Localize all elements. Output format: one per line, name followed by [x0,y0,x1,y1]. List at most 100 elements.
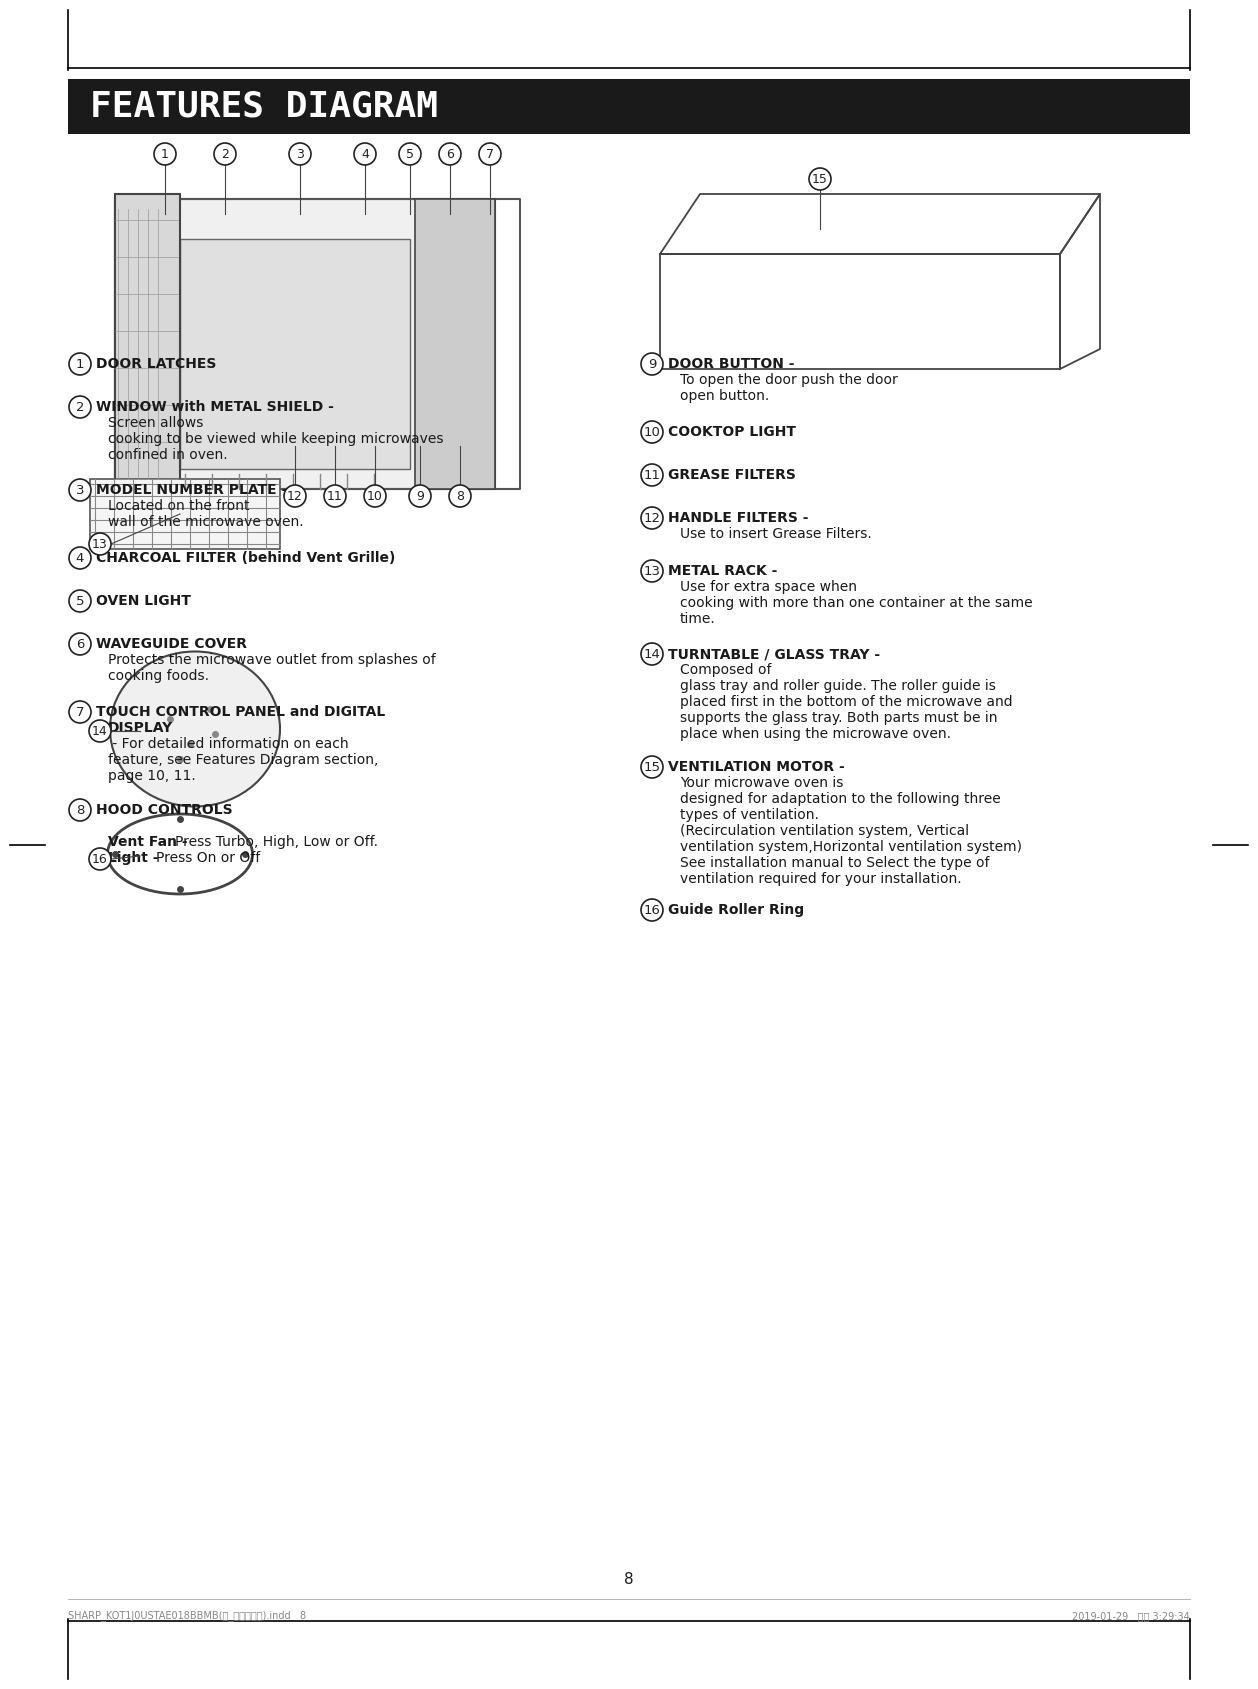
Text: 9: 9 [648,358,657,370]
Circle shape [353,144,376,166]
Text: 3: 3 [75,483,84,497]
Text: 6: 6 [75,637,84,650]
Text: 9: 9 [416,490,424,503]
Circle shape [642,464,663,486]
Text: WAVEGUIDE COVER: WAVEGUIDE COVER [96,637,247,650]
Circle shape [409,485,431,507]
Text: TOUCH CONTROL PANEL and DIGITAL: TOUCH CONTROL PANEL and DIGITAL [96,704,385,720]
Text: placed first in the bottom of the microwave and: placed first in the bottom of the microw… [681,694,1013,709]
Text: HANDLE FILTERS -: HANDLE FILTERS - [668,512,814,525]
Circle shape [214,144,237,166]
Circle shape [642,899,663,921]
Circle shape [89,848,111,870]
Text: Use to insert Grease Filters.: Use to insert Grease Filters. [681,527,872,540]
Text: 7: 7 [486,147,494,160]
Text: (Recirculation ventilation system, Vertical: (Recirculation ventilation system, Verti… [681,824,969,838]
Text: 8: 8 [75,804,84,816]
Text: 8: 8 [455,490,464,503]
Text: place when using the microwave oven.: place when using the microwave oven. [681,726,951,741]
Text: 3: 3 [296,147,304,160]
Circle shape [284,485,306,507]
Circle shape [642,353,663,375]
Text: WINDOW with METAL SHIELD -: WINDOW with METAL SHIELD - [96,400,338,414]
Text: feature, see Features Diagram section,: feature, see Features Diagram section, [108,753,379,767]
Text: 5: 5 [406,147,414,160]
Circle shape [69,353,91,375]
Text: 10: 10 [644,426,660,439]
Text: GREASE FILTERS: GREASE FILTERS [668,468,796,481]
Circle shape [642,644,663,665]
Text: VENTILATION MOTOR -: VENTILATION MOTOR - [668,760,849,774]
Text: glass tray and roller guide. The roller guide is: glass tray and roller guide. The roller … [681,679,996,692]
Text: designed for adaptation to the following three: designed for adaptation to the following… [681,792,1001,806]
Text: supports the glass tray. Both parts must be in: supports the glass tray. Both parts must… [681,711,998,725]
Text: 8: 8 [624,1571,634,1586]
Text: COOKTOP LIGHT: COOKTOP LIGHT [668,426,796,439]
Circle shape [642,421,663,443]
Circle shape [325,485,346,507]
Text: 5: 5 [75,595,84,608]
Ellipse shape [107,814,253,893]
Text: cooking foods.: cooking foods. [108,669,209,682]
Text: Protects the microwave outlet from splashes of: Protects the microwave outlet from splas… [108,654,435,667]
Text: 13: 13 [644,564,660,578]
FancyBboxPatch shape [415,199,494,490]
Text: 10: 10 [367,490,382,503]
Text: To open the door push the door: To open the door push the door [681,373,898,387]
Circle shape [69,480,91,502]
Text: 2: 2 [221,147,229,160]
Text: 2: 2 [75,400,84,414]
Text: CHARCOAL FILTER (behind Vent Grille): CHARCOAL FILTER (behind Vent Grille) [96,551,395,566]
Circle shape [69,799,91,821]
Text: 12: 12 [644,512,660,525]
Text: MODEL NUMBER PLATE -: MODEL NUMBER PLATE - [96,483,292,497]
Text: Press On or Off: Press On or Off [156,851,259,865]
Text: Press Turbo, High, Low or Off.: Press Turbo, High, Low or Off. [175,834,377,850]
Text: HOOD CONTROLS: HOOD CONTROLS [96,802,233,817]
Text: 1: 1 [75,358,84,370]
Text: ventilation system,Horizontal ventilation system): ventilation system,Horizontal ventilatio… [681,839,1021,855]
Circle shape [69,633,91,655]
FancyBboxPatch shape [68,79,1190,133]
Text: 14: 14 [644,647,660,660]
Text: types of ventilation.: types of ventilation. [681,807,819,823]
Text: 4: 4 [361,147,369,160]
Text: 15: 15 [813,172,828,186]
Text: Screen allows: Screen allows [108,415,204,431]
Text: OVEN LIGHT: OVEN LIGHT [96,595,191,608]
Text: Located on the front: Located on the front [108,498,249,513]
Text: Use for extra space when: Use for extra space when [681,579,857,595]
Text: TURNTABLE / GLASS TRAY -: TURNTABLE / GLASS TRAY - [668,647,884,660]
Circle shape [89,720,111,741]
Text: - For detailed information on each: - For detailed information on each [108,736,348,752]
Text: page 10, 11.: page 10, 11. [108,768,196,784]
Text: ventilation required for your installation.: ventilation required for your installati… [681,872,961,887]
Text: 16: 16 [644,904,660,917]
Text: Composed of: Composed of [681,664,771,677]
Text: 11: 11 [644,468,660,481]
Circle shape [69,547,91,569]
Circle shape [642,507,663,529]
Text: DOOR BUTTON -: DOOR BUTTON - [668,356,799,372]
Text: DISPLAY: DISPLAY [108,721,174,735]
Circle shape [642,561,663,583]
Circle shape [289,144,311,166]
FancyBboxPatch shape [180,240,410,470]
Text: 2019-01-29   오후 3:29:34: 2019-01-29 오후 3:29:34 [1072,1611,1190,1621]
Text: 14: 14 [92,725,108,738]
Text: Guide Roller Ring: Guide Roller Ring [668,904,804,917]
Text: 11: 11 [327,490,343,503]
Text: 7: 7 [75,706,84,718]
Text: wall of the microwave oven.: wall of the microwave oven. [108,515,303,529]
Text: Light -: Light - [108,851,164,865]
Text: See installation manual to Select the type of: See installation manual to Select the ty… [681,856,990,870]
Text: 13: 13 [92,537,108,551]
Text: 16: 16 [92,853,108,865]
Text: Your microwave oven is: Your microwave oven is [681,775,843,790]
Text: 1: 1 [161,147,169,160]
Text: 15: 15 [644,760,660,774]
Text: DOOR LATCHES: DOOR LATCHES [96,356,216,372]
Circle shape [364,485,386,507]
Circle shape [439,144,460,166]
Circle shape [69,701,91,723]
